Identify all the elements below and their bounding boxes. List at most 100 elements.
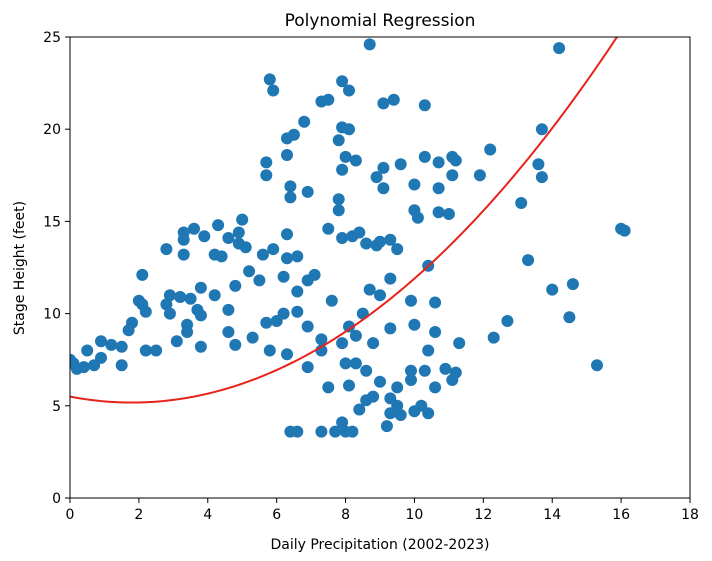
scatter-point (374, 235, 386, 248)
scatter-point (212, 219, 225, 232)
scatter-point (484, 143, 497, 156)
scatter-point (374, 289, 386, 302)
scatter-point (222, 326, 235, 338)
scatter-point (553, 42, 566, 55)
x-tick-label: 6 (272, 507, 281, 523)
x-tick-label: 2 (134, 507, 143, 523)
scatter-point (535, 123, 548, 136)
x-tick-label: 12 (474, 507, 492, 523)
scatter-point (81, 344, 94, 357)
scatter-point (343, 379, 355, 392)
scatter-point (343, 320, 355, 333)
scatter-point (336, 232, 349, 244)
scatter-point (177, 233, 190, 246)
scatter-point (353, 226, 366, 239)
scatter-point (473, 169, 486, 182)
scatter-points (70, 38, 631, 438)
scatter-point (253, 274, 266, 287)
scatter-point (339, 357, 352, 370)
scatter-point (377, 97, 390, 110)
y-axis-label: Stage Height (feet) (12, 201, 28, 335)
scatter-point (336, 75, 349, 88)
scatter-point (384, 272, 397, 285)
scatter-point (284, 191, 297, 204)
scatter-point (239, 241, 252, 254)
scatter-point (422, 344, 435, 357)
scatter-point (446, 169, 459, 182)
scatter-point (139, 305, 152, 318)
scatter-point (301, 185, 314, 198)
scatter-point (315, 425, 328, 438)
scatter-point (260, 316, 273, 329)
scatter-point (377, 161, 390, 174)
scatter-point (284, 180, 297, 193)
scatter-point (291, 285, 304, 298)
scatter-point (339, 150, 352, 163)
plot-frame (69, 36, 691, 499)
scatter-point (260, 156, 273, 169)
scatter-point (122, 324, 135, 337)
scatter-point (418, 99, 431, 112)
scatter-point (336, 337, 349, 350)
scatter-point (263, 344, 276, 357)
scatter-point (105, 338, 118, 351)
scatter-point (405, 374, 417, 386)
scatter-point (618, 224, 631, 237)
scatter-point (370, 171, 383, 184)
scatter-point (336, 416, 349, 429)
scatter-point (160, 243, 173, 256)
scatter-point (432, 156, 445, 169)
scatter-point (439, 362, 452, 375)
scatter-point (298, 115, 311, 128)
scatter-point (363, 283, 376, 296)
scatter-point (181, 326, 194, 338)
scatter-point (515, 197, 528, 209)
scatter-point (391, 399, 404, 412)
scatter-point (198, 230, 211, 243)
scatter-point (208, 289, 221, 302)
scatter-point (315, 333, 328, 346)
scatter-point (215, 250, 228, 263)
scatter-point (184, 292, 197, 305)
scatter-point (115, 359, 128, 372)
scatter-point (346, 425, 359, 438)
scatter-point (377, 182, 390, 195)
scatter-point (360, 364, 373, 377)
scatter-point (277, 307, 290, 320)
scatter-point (267, 84, 280, 97)
scatter-point (277, 270, 290, 283)
scatter-point (174, 291, 187, 303)
scatter-point (281, 348, 293, 361)
y-tick-label: 5 (52, 399, 61, 415)
scatter-point (281, 149, 293, 161)
scatter-point (281, 252, 293, 265)
scatter-point (349, 357, 362, 370)
scatter-point (374, 375, 386, 388)
scatter-point (88, 359, 101, 372)
scatter-point (566, 278, 579, 291)
scatter-point (367, 337, 380, 350)
scatter-point (332, 204, 345, 217)
scatter-point (453, 337, 466, 350)
scatter-point (115, 340, 128, 353)
scatter-point (163, 289, 176, 302)
scatter-point (429, 326, 442, 338)
scatter-point (222, 303, 235, 316)
x-tick-label: 4 (203, 507, 212, 523)
scatter-point (322, 93, 335, 106)
scatter-point (243, 265, 256, 278)
scatter-point (429, 296, 442, 309)
scatter-point (260, 169, 273, 182)
scatter-point (229, 279, 242, 292)
y-tick-label: 10 (43, 307, 61, 323)
chart-title: Polynomial Regression (285, 11, 476, 31)
scatter-point (411, 211, 424, 224)
scatter-point (387, 93, 400, 106)
scatter-point (177, 248, 190, 261)
scatter-point (267, 243, 280, 256)
scatter-point (391, 243, 404, 256)
scatter-point (535, 171, 548, 184)
scatter-point (429, 381, 442, 394)
scatter-point (487, 331, 500, 344)
